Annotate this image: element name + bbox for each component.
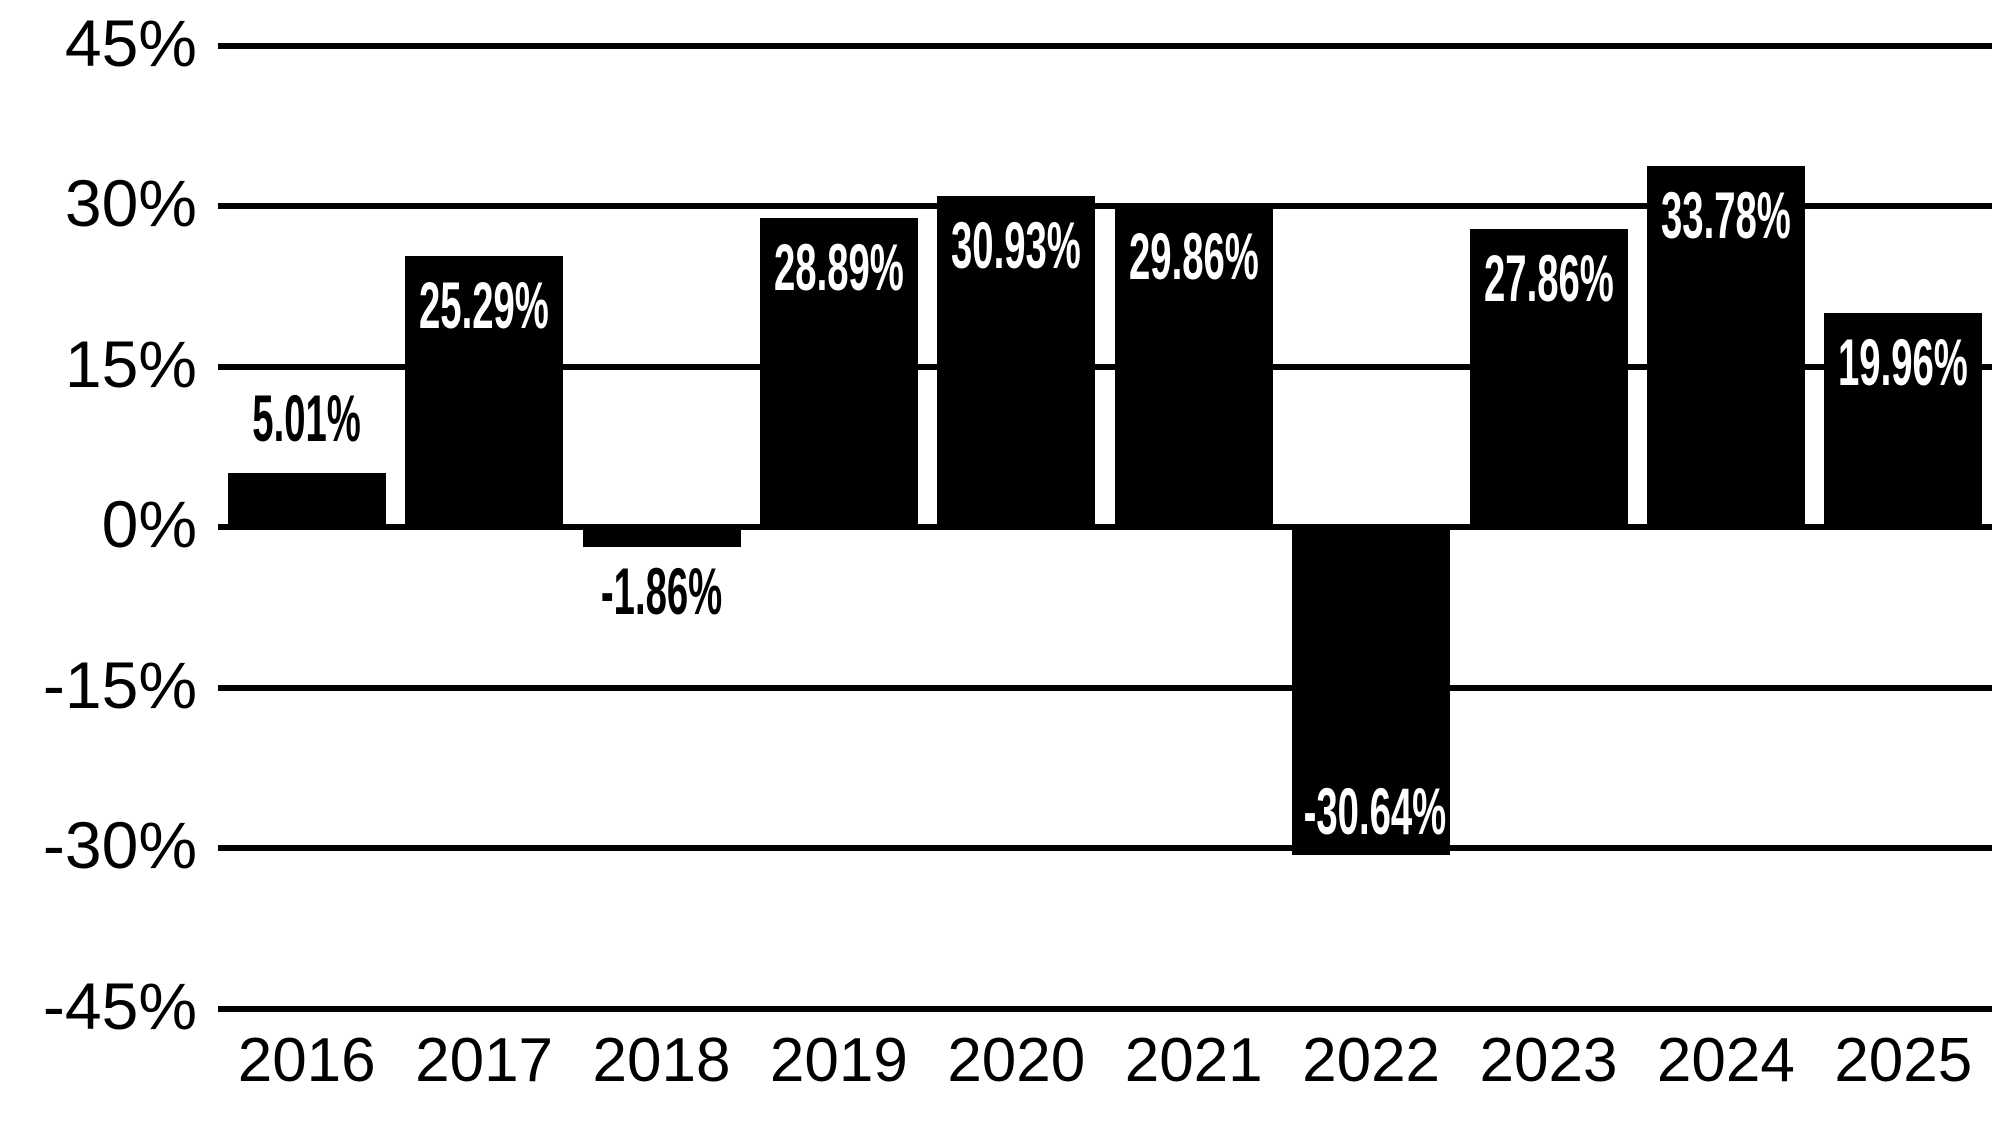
y-axis-tick-label: -45% (42, 968, 197, 1043)
bar-value-label: 30.93% (951, 208, 1082, 283)
bar-value-label-wrap: -30.64% (1252, 778, 1490, 844)
bar: 29.86% (1114, 207, 1273, 530)
gridline (218, 845, 1992, 851)
gridline (218, 524, 1992, 530)
bar: 19.96% (1824, 313, 1983, 530)
bar-value-label: -30.64% (1303, 773, 1447, 848)
x-axis-tick-label: 2018 (592, 1026, 731, 1095)
gridline (218, 684, 1992, 691)
x-axis-tick-label: 2025 (1834, 1026, 1973, 1095)
y-axis-tick-label: -30% (42, 808, 197, 882)
bar: 27.86% (1469, 228, 1628, 530)
y-axis-tick-label: 30% (64, 166, 197, 240)
bar: -1.86% (582, 524, 741, 624)
bar-value-label-wrap: 27.86% (1430, 245, 1668, 311)
x-axis-tick-label: 2023 (1479, 1026, 1618, 1095)
x-axis-tick-label: 2017 (415, 1026, 554, 1095)
bar-value-label-wrap: 25.29% (365, 272, 603, 338)
bar-value-label-wrap: 5.01% (188, 385, 426, 451)
bar-value-label-wrap: 33.78% (1607, 182, 1845, 248)
bar-value-label: 28.89% (773, 229, 904, 304)
bar-value-label-wrap: 30.93% (897, 212, 1135, 278)
bar-value-label: 25.29% (419, 268, 550, 343)
bar-value-label-wrap: 19.96% (1784, 329, 1992, 395)
bar: 25.29% (405, 256, 564, 530)
x-axis-tick-label: 2024 (1656, 1026, 1795, 1095)
bar-value-label: 33.78% (1660, 177, 1791, 252)
y-axis-tick-label: 15% (64, 326, 197, 401)
y-axis-tick-label: 45% (64, 5, 197, 80)
bar-value-label: 5.01% (252, 381, 361, 456)
bar-value-label-wrap: 29.86% (1075, 223, 1313, 289)
gridline (218, 1005, 1992, 1012)
bar-value-label: -1.86% (600, 553, 723, 628)
gridline (218, 42, 1992, 49)
bar: 30.93% (937, 196, 1096, 530)
bar-value-label-wrap: -1.86% (543, 558, 781, 624)
y-axis-tick-label: -15% (42, 647, 197, 722)
bar: 5.01% (227, 385, 386, 530)
x-axis-tick-label: 2019 (769, 1026, 908, 1095)
bar-value-label: 19.96% (1838, 325, 1969, 400)
x-axis-tick-label: 2020 (947, 1026, 1086, 1095)
bar: 28.89% (759, 217, 918, 530)
x-axis-tick-label: 2022 (1302, 1026, 1441, 1095)
x-axis-tick-label: 2021 (1124, 1026, 1263, 1095)
bar-value-label: 29.86% (1128, 219, 1259, 294)
bar: 33.78% (1646, 165, 1805, 530)
bar: -30.64% (1292, 524, 1451, 855)
gridline (218, 363, 1992, 370)
gridline (218, 203, 1992, 209)
bar-value-label-wrap: 28.89% (720, 234, 958, 300)
bar-value-label: 27.86% (1483, 240, 1614, 315)
y-axis-tick-label: 0% (101, 487, 197, 561)
x-axis-tick-label: 2016 (237, 1026, 376, 1095)
